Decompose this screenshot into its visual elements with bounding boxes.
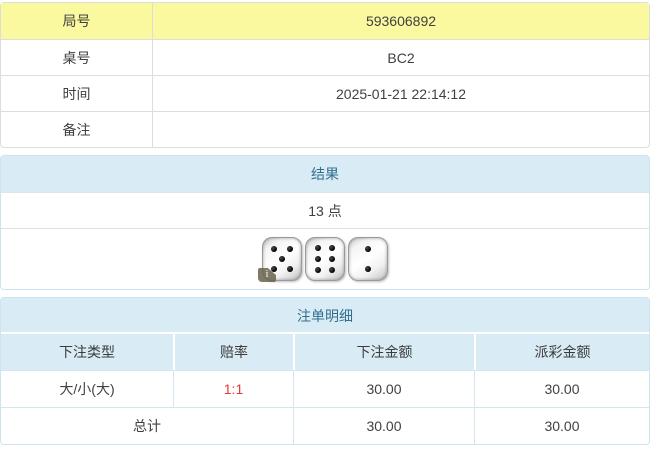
table-number-label: 桌号 bbox=[1, 39, 153, 75]
table-row: 局号 593606892 bbox=[1, 3, 649, 39]
round-id-label: 局号 bbox=[1, 3, 153, 39]
total-label: 总计 bbox=[1, 407, 293, 444]
die-pip bbox=[315, 256, 322, 262]
time-label: 时间 bbox=[1, 75, 153, 111]
result-panel: 结果 13 点 i bbox=[0, 155, 650, 290]
die-pip bbox=[365, 245, 371, 252]
die-face-6 bbox=[305, 237, 345, 281]
table-number-value: BC2 bbox=[153, 39, 649, 75]
bet-details-table: 下注类型 赔率 下注金额 派彩金额 大/小(大) 1:1 30.00 30.00… bbox=[1, 334, 649, 444]
total-bet-amount: 30.00 bbox=[293, 407, 474, 444]
game-info-table: 局号 593606892 桌号 BC2 时间 2025-01-21 22:14:… bbox=[0, 2, 650, 148]
die-pip bbox=[315, 245, 322, 252]
bet-details-title: 注单明细 bbox=[1, 298, 649, 334]
die-pip bbox=[287, 245, 294, 252]
odds-value: 1:1 bbox=[173, 370, 293, 407]
column-header-payout-amount: 派彩金额 bbox=[474, 334, 649, 370]
payout-amount-value: 30.00 bbox=[474, 370, 649, 407]
table-row: 大/小(大) 1:1 30.00 30.00 bbox=[1, 370, 649, 407]
round-id-value: 593606892 bbox=[153, 3, 649, 39]
table-row: 备注 bbox=[1, 111, 649, 147]
dice-result-row: i bbox=[1, 229, 649, 289]
result-points-text: 13 点 bbox=[1, 192, 649, 229]
remark-value bbox=[153, 111, 649, 147]
die-pip bbox=[279, 256, 285, 262]
die-pip bbox=[287, 266, 294, 273]
die-pip bbox=[315, 266, 322, 273]
time-value: 2025-01-21 22:14:12 bbox=[153, 75, 649, 111]
result-panel-title: 结果 bbox=[1, 156, 649, 192]
remark-label: 备注 bbox=[1, 111, 153, 147]
bet-type-value: 大/小(大) bbox=[1, 370, 173, 407]
die-pip bbox=[270, 266, 277, 273]
die-pip bbox=[365, 266, 371, 273]
total-payout-amount: 30.00 bbox=[474, 407, 649, 444]
die-pip bbox=[270, 245, 277, 252]
bet-details-panel: 注单明细 下注类型 赔率 下注金额 派彩金额 大/小(大) 1:1 30.00 … bbox=[0, 297, 650, 445]
column-header-bet-amount: 下注金额 bbox=[293, 334, 474, 370]
bet-record-page: 局号 593606892 桌号 BC2 时间 2025-01-21 22:14:… bbox=[0, 2, 650, 445]
table-header-row: 下注类型 赔率 下注金额 派彩金额 bbox=[1, 334, 649, 370]
column-header-odds: 赔率 bbox=[173, 334, 293, 370]
total-row: 总计 30.00 30.00 bbox=[1, 407, 649, 444]
table-row: 时间 2025-01-21 22:14:12 bbox=[1, 75, 649, 111]
die-pip bbox=[328, 266, 335, 273]
die-pip bbox=[328, 245, 335, 252]
info-badge-icon: i bbox=[258, 268, 276, 282]
die-pip bbox=[328, 256, 335, 262]
table-row: 桌号 BC2 bbox=[1, 39, 649, 75]
die-face-5: i bbox=[258, 237, 302, 282]
bet-amount-value: 30.00 bbox=[293, 370, 474, 407]
die-face-2 bbox=[348, 237, 388, 281]
column-header-bet-type: 下注类型 bbox=[1, 334, 173, 370]
